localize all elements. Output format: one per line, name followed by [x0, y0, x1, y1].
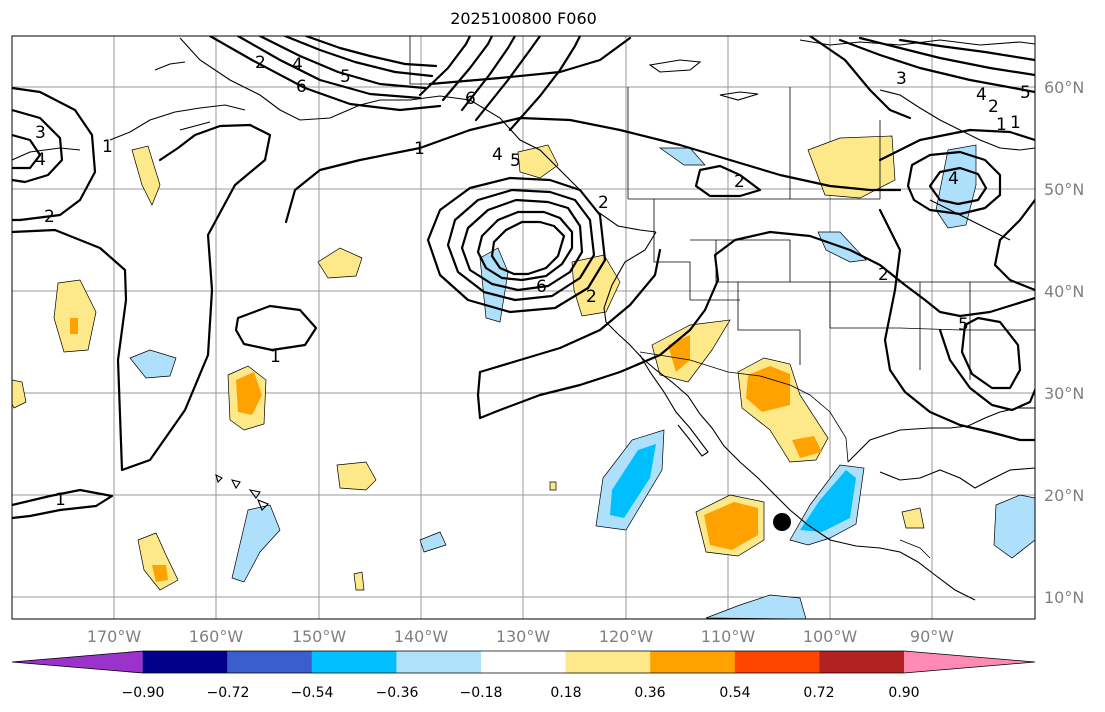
contour-label: 6: [536, 277, 547, 297]
contour-label: 2: [255, 53, 266, 73]
colorbar: [11, 650, 1036, 674]
contour-label: 3: [35, 123, 46, 143]
colorbar-tick-label: 0.54: [719, 685, 750, 701]
colorbar-tick-label: −0.18: [460, 685, 503, 701]
lon-label: 150°W: [292, 627, 347, 646]
contour-lines: [12, 36, 1035, 520]
lat-label: 10°N: [1044, 588, 1084, 607]
contour-label: 4: [976, 85, 987, 105]
contour-label: 1: [414, 139, 425, 159]
lon-label: 170°W: [87, 627, 142, 646]
shaded-fields: [12, 135, 1035, 619]
latitude-labels: 60°N 50°N 40°N 30°N 20°N 10°N: [1044, 78, 1084, 607]
lat-label: 30°N: [1044, 384, 1084, 403]
contour-label: 1: [55, 490, 66, 510]
lon-label: 140°W: [394, 627, 449, 646]
lon-label: 130°W: [496, 627, 551, 646]
colorbar-tick-label: 0.18: [550, 685, 581, 701]
contour-label: 5: [340, 67, 351, 87]
lon-label: 160°W: [189, 627, 244, 646]
contour-label: 2: [878, 265, 889, 285]
contour-label: 2: [44, 207, 55, 227]
colorbar-tick-label: −0.54: [291, 685, 334, 701]
contour-label: 1: [102, 137, 113, 157]
contour-label: 4: [492, 145, 503, 165]
colorbar-tick-label: 0.90: [888, 685, 919, 701]
contour-label: 4: [35, 150, 46, 170]
colorbar-tick-label: −0.36: [376, 685, 419, 701]
lat-label: 20°N: [1044, 486, 1084, 505]
contour-label: 5: [1020, 83, 1031, 103]
contour-label: 2: [988, 97, 999, 117]
contour-label: 4: [948, 169, 959, 189]
colorbar-tick-label: 0.36: [634, 685, 665, 701]
lon-label: 100°W: [803, 627, 858, 646]
contour-label: 1: [1010, 113, 1021, 133]
storm-center-marker: [773, 513, 791, 531]
lon-label: 90°W: [910, 627, 954, 646]
map-area: 4 3 2 1 1 1 2 4 5 6 6 4 5 2 1 2 6 1 2 1 …: [12, 36, 1035, 619]
colorbar-tick-labels: −0.90 −0.72 −0.54 −0.36 −0.18 0.18 0.36 …: [122, 685, 920, 701]
colorbar-segment: [481, 651, 567, 673]
contour-label: 3: [896, 69, 907, 89]
colorbar-segment: [227, 651, 313, 673]
contour-label: 4: [292, 55, 303, 75]
lon-label: 120°W: [599, 627, 654, 646]
contour-label: 2: [734, 172, 745, 192]
colorbar-extend-min: [12, 651, 143, 673]
lat-label: 50°N: [1044, 180, 1084, 199]
longitude-labels: 170°W 160°W 150°W 140°W 130°W 120°W 110°…: [87, 627, 954, 646]
colorbar-segment: [819, 651, 905, 673]
lon-label: 110°W: [701, 627, 756, 646]
colorbar-outline: [11, 650, 1036, 674]
colorbar-tick-label: −0.90: [122, 685, 165, 701]
colorbar-segment: [142, 651, 228, 673]
colorbar-segment: [650, 651, 736, 673]
colorbar-segment: [565, 651, 651, 673]
contour-label: 1: [996, 115, 1007, 135]
contour-label: 2: [598, 193, 609, 213]
lat-label: 60°N: [1044, 78, 1084, 97]
contour-label: 1: [270, 347, 281, 367]
colorbar-segment: [396, 651, 482, 673]
colorbar-segment: [734, 651, 820, 673]
contour-label: 5: [958, 315, 969, 335]
borders: [409, 36, 1035, 559]
colorbar-extend-max: [904, 651, 1035, 673]
map-frame: [11, 35, 1036, 620]
graticule: [12, 36, 1035, 619]
lat-label: 40°N: [1044, 282, 1084, 301]
contour-label: 6: [465, 89, 476, 109]
colorbar-tick-label: −0.72: [207, 685, 250, 701]
map-title: 2025100800 F060: [450, 9, 597, 28]
contour-label: 6: [296, 77, 307, 97]
contour-label: 5: [510, 151, 521, 171]
colorbar-segment: [311, 651, 397, 673]
contour-label: 2: [586, 287, 597, 307]
contour-labels: 4 3 2 1 1 1 2 4 5 6 6 4 5 2 1 2 6 1 2 1 …: [35, 53, 1031, 510]
colorbar-tick-label: 0.72: [803, 685, 834, 701]
